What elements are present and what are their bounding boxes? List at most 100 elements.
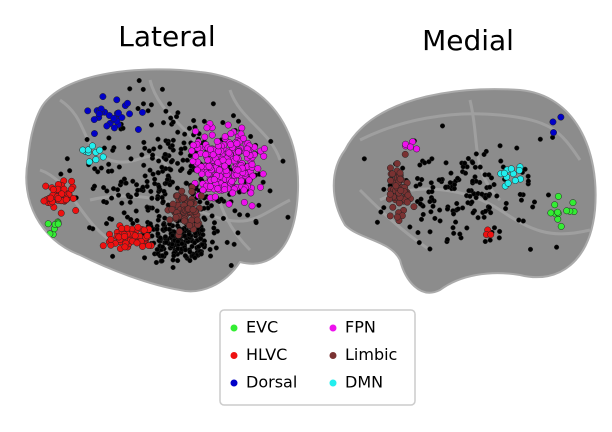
electrode bbox=[95, 110, 103, 118]
electrode bbox=[126, 144, 132, 151]
electrode bbox=[187, 249, 193, 255]
electrode bbox=[242, 150, 250, 158]
electrode bbox=[214, 185, 222, 193]
electrode bbox=[186, 231, 192, 237]
electrode bbox=[149, 195, 155, 201]
electrode bbox=[429, 189, 435, 195]
electrode bbox=[173, 114, 180, 120]
electrode bbox=[208, 253, 214, 259]
electrode bbox=[163, 108, 169, 114]
electrode bbox=[387, 177, 395, 185]
electrode bbox=[175, 258, 181, 264]
electrode bbox=[203, 124, 211, 132]
electrode bbox=[95, 169, 101, 175]
electrode bbox=[116, 192, 122, 198]
electrode bbox=[240, 186, 248, 194]
electrode bbox=[47, 194, 55, 202]
electrode bbox=[396, 175, 404, 183]
electrode bbox=[199, 186, 207, 194]
electrode bbox=[148, 102, 154, 108]
electrode bbox=[455, 175, 461, 181]
electrode bbox=[157, 144, 163, 150]
electrode bbox=[167, 182, 173, 188]
electrode bbox=[253, 220, 259, 226]
electrode bbox=[233, 140, 241, 148]
electrodes-lateral bbox=[40, 78, 291, 271]
legend-label: Limbic bbox=[345, 345, 397, 364]
electrode bbox=[120, 125, 126, 131]
electrode bbox=[127, 199, 133, 205]
electrode bbox=[407, 224, 413, 230]
electrode bbox=[143, 232, 151, 240]
electrode bbox=[166, 216, 174, 224]
electrode bbox=[457, 231, 463, 237]
electrode bbox=[200, 232, 206, 238]
electrode bbox=[530, 204, 536, 210]
electrode bbox=[429, 156, 435, 162]
electrode bbox=[198, 251, 204, 257]
electrode bbox=[189, 206, 197, 214]
electrode bbox=[161, 188, 167, 194]
electrode bbox=[400, 165, 406, 171]
electrode bbox=[455, 206, 461, 212]
electrode bbox=[139, 108, 146, 116]
legend-marker bbox=[329, 352, 337, 359]
electrode bbox=[259, 170, 267, 178]
electrode bbox=[373, 246, 379, 252]
electrode bbox=[148, 188, 154, 194]
electrode bbox=[221, 162, 229, 170]
electrode bbox=[475, 215, 481, 221]
electrode bbox=[168, 115, 174, 121]
electrode bbox=[84, 107, 92, 115]
electrode bbox=[145, 205, 151, 211]
electrode bbox=[235, 230, 241, 236]
electrode bbox=[134, 182, 140, 188]
electrode bbox=[245, 212, 251, 218]
electrode bbox=[472, 174, 478, 180]
legend-marker bbox=[329, 379, 337, 387]
electrode bbox=[477, 164, 483, 170]
electrode bbox=[123, 180, 129, 186]
electrode bbox=[525, 173, 531, 179]
electrode bbox=[182, 253, 188, 259]
electrode bbox=[500, 169, 508, 177]
electrode bbox=[444, 236, 450, 243]
electrode bbox=[96, 146, 104, 154]
electrode bbox=[188, 188, 196, 196]
electrode bbox=[179, 241, 185, 247]
electrode bbox=[231, 241, 237, 247]
electrode bbox=[224, 121, 232, 129]
electrode bbox=[201, 215, 207, 221]
electrode bbox=[139, 243, 146, 250]
electrode bbox=[130, 178, 136, 184]
electrode bbox=[388, 170, 396, 178]
electrode bbox=[245, 176, 253, 184]
electrode bbox=[361, 156, 367, 162]
electrode bbox=[54, 195, 62, 202]
electrode bbox=[507, 165, 515, 173]
electrode bbox=[154, 208, 160, 214]
electrode bbox=[199, 227, 205, 233]
electrode bbox=[163, 156, 169, 162]
electrode bbox=[268, 138, 274, 144]
electrode bbox=[470, 210, 476, 216]
electrode bbox=[186, 125, 193, 131]
electrode bbox=[145, 242, 153, 249]
electrode bbox=[545, 192, 552, 198]
electrode bbox=[374, 219, 380, 225]
electrode bbox=[162, 151, 168, 157]
electrode bbox=[386, 212, 394, 220]
electrode bbox=[451, 211, 457, 217]
legend-box bbox=[219, 309, 416, 406]
electrodes-medial bbox=[361, 113, 578, 252]
electrode bbox=[197, 192, 205, 200]
electrode bbox=[491, 225, 498, 231]
electrode bbox=[453, 219, 459, 225]
electrode bbox=[58, 171, 64, 177]
electrode bbox=[211, 225, 217, 231]
electrode bbox=[134, 191, 140, 198]
electrode bbox=[467, 193, 473, 199]
electrode bbox=[189, 243, 195, 249]
electrode bbox=[229, 189, 237, 197]
